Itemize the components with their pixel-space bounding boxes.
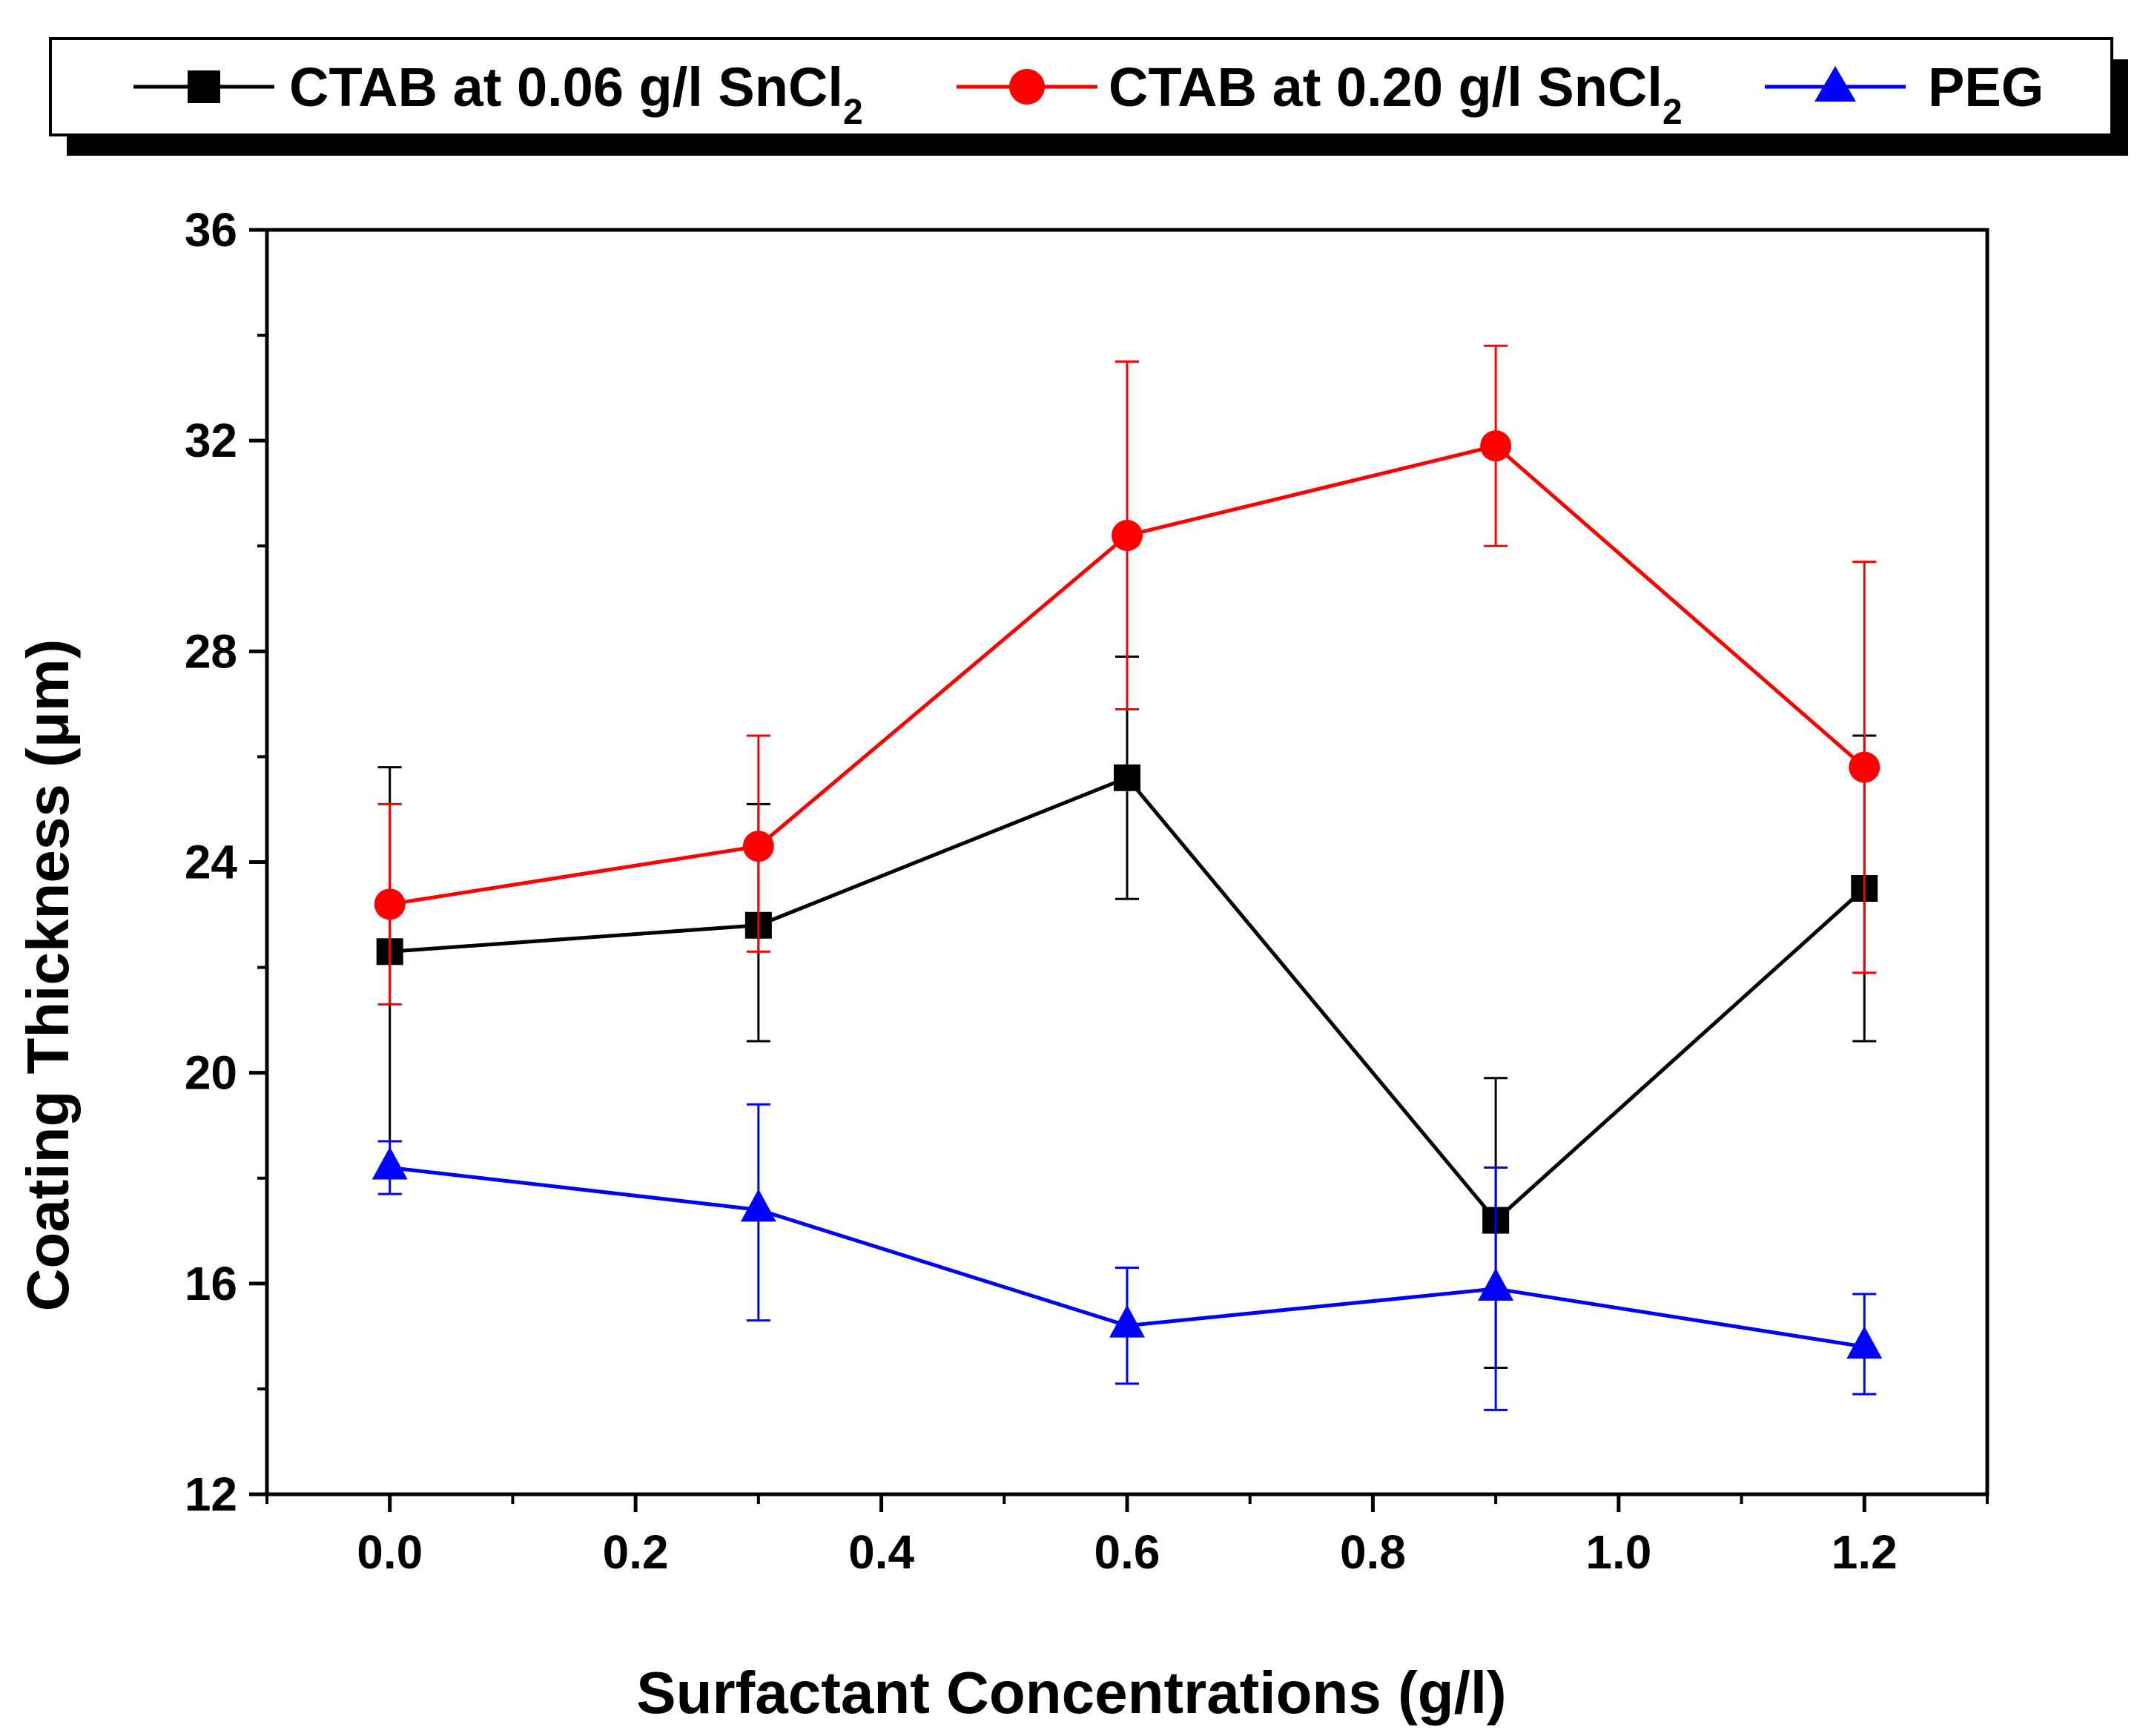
data-point-circle bbox=[742, 831, 774, 862]
series-square bbox=[376, 655, 1878, 1369]
data-point-circle bbox=[374, 888, 406, 920]
data-point-triangle bbox=[1109, 1304, 1145, 1338]
legend-label-peg: PEG bbox=[1928, 56, 2044, 118]
legend-label-ctab-020: CTAB at 0.20 g/l SnCl2 bbox=[1109, 56, 1682, 132]
x-tick-label: 1.0 bbox=[1585, 1525, 1651, 1579]
x-tick-label: 0.8 bbox=[1340, 1525, 1406, 1579]
x-tick-label: 1.2 bbox=[1832, 1525, 1898, 1579]
legend-entry-peg: PEG bbox=[1765, 56, 2044, 118]
legend-entry-ctab-006: CTAB at 0.06 g/l SnCl2 bbox=[133, 56, 863, 132]
data-point-circle bbox=[1112, 520, 1143, 552]
x-tick-label: 0.4 bbox=[848, 1525, 914, 1579]
data-point-circle bbox=[1480, 430, 1512, 462]
x-axis-title: Surfactant Concentrations (g/l) bbox=[636, 1660, 1506, 1726]
y-tick-label: 28 bbox=[185, 624, 237, 678]
y-tick-label: 36 bbox=[185, 203, 237, 257]
legend-label-ctab-006: CTAB at 0.06 g/l SnCl2 bbox=[289, 56, 863, 132]
data-point-triangle bbox=[1478, 1267, 1514, 1301]
y-tick-label: 12 bbox=[185, 1468, 237, 1521]
x-tick-label: 0.2 bbox=[603, 1525, 669, 1579]
legend-marker-circle-icon bbox=[1009, 69, 1045, 105]
y-axis-title: Coating Thickness (μm) bbox=[15, 639, 81, 1312]
data-point-triangle bbox=[1846, 1326, 1883, 1359]
legend-entry-ctab-020: CTAB at 0.20 g/l SnCl2 bbox=[957, 56, 1682, 132]
legend-marker-triangle-icon bbox=[1814, 66, 1856, 102]
legend: CTAB at 0.06 g/l SnCl2 CTAB at 0.20 g/l … bbox=[49, 37, 2128, 156]
series-layer bbox=[371, 344, 1883, 1411]
data-point-circle bbox=[1849, 751, 1880, 783]
data-point-square bbox=[1114, 764, 1140, 791]
data-point-triangle bbox=[740, 1189, 776, 1222]
x-tick-label: 0.0 bbox=[357, 1525, 423, 1579]
y-tick-label: 20 bbox=[185, 1046, 237, 1100]
series-triangle bbox=[371, 1103, 1883, 1411]
x-tick-label: 0.6 bbox=[1094, 1525, 1160, 1579]
y-axis: 12 16 20 24 28 32 36 bbox=[185, 203, 267, 1521]
series-circle bbox=[374, 344, 1880, 1006]
y-tick-label: 24 bbox=[185, 836, 238, 889]
y-tick-label: 16 bbox=[185, 1257, 237, 1310]
x-axis: 0.0 0.2 0.4 0.6 0.8 1.0 1.2 bbox=[265, 1494, 1989, 1579]
legend-marker-square-icon bbox=[188, 70, 220, 103]
data-point-triangle bbox=[371, 1146, 408, 1180]
y-tick-label: 32 bbox=[185, 414, 237, 467]
